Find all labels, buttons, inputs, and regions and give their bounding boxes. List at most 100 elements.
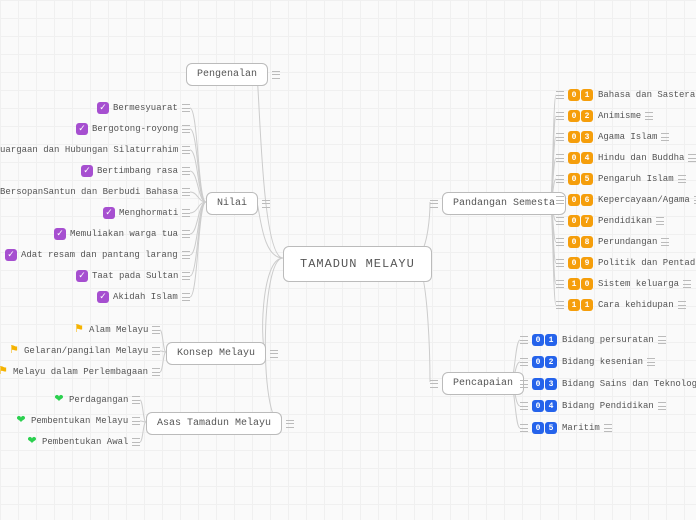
leaf-pandangan[interactable]: 04Hindu dan Buddha bbox=[556, 152, 696, 164]
menu-icon[interactable] bbox=[556, 112, 564, 120]
leaf-nilai[interactable]: ✓Akidah Islam bbox=[97, 291, 190, 303]
menu-icon[interactable] bbox=[182, 209, 190, 217]
menu-icon[interactable] bbox=[430, 200, 438, 208]
leaf-pencapaian[interactable]: 03Bidang Sains dan Teknologi bbox=[520, 378, 696, 390]
menu-icon[interactable] bbox=[182, 188, 190, 196]
menu-icon[interactable] bbox=[556, 91, 564, 99]
number-badge: 07 bbox=[568, 215, 594, 227]
menu-icon[interactable] bbox=[661, 133, 669, 141]
leaf-asas[interactable]: ❤Pembentukan Awal bbox=[26, 436, 140, 448]
leaf-nilai[interactable]: ✓Bermesyuarat bbox=[97, 102, 190, 114]
leaf-konsep[interactable]: ⚑Gelaran/pangilan Melayu bbox=[8, 345, 160, 357]
leaf-pencapaian[interactable]: 02Bidang kesenian bbox=[520, 356, 655, 368]
menu-icon[interactable] bbox=[658, 402, 666, 410]
leaf-pandangan[interactable]: 09Politik dan Pentadbiran bbox=[556, 257, 696, 269]
menu-icon[interactable] bbox=[688, 154, 696, 162]
menu-icon[interactable] bbox=[556, 154, 564, 162]
menu-icon[interactable] bbox=[658, 336, 666, 344]
branch-pengenalan[interactable]: Pengenalan bbox=[186, 63, 280, 86]
leaf-label: Pengaruh Islam bbox=[598, 174, 674, 184]
leaf-pandangan[interactable]: 03Agama Islam bbox=[556, 131, 669, 143]
menu-icon[interactable] bbox=[132, 417, 140, 425]
heart-icon: ❤ bbox=[26, 436, 38, 448]
menu-icon[interactable] bbox=[152, 347, 160, 355]
leaf-label: Menghormati bbox=[119, 208, 178, 218]
menu-icon[interactable] bbox=[556, 217, 564, 225]
menu-icon[interactable] bbox=[262, 200, 270, 208]
menu-icon[interactable] bbox=[678, 175, 686, 183]
menu-icon[interactable] bbox=[556, 259, 564, 267]
leaf-nilai[interactable]: ✓Memuliakan warga tua bbox=[54, 228, 190, 240]
menu-icon[interactable] bbox=[556, 175, 564, 183]
branch-pencapaian[interactable]: Pencapaian bbox=[430, 372, 524, 395]
menu-icon[interactable] bbox=[604, 424, 612, 432]
menu-icon[interactable] bbox=[182, 167, 190, 175]
leaf-pencapaian[interactable]: 01Bidang persuratan bbox=[520, 334, 666, 346]
number-badge: 10 bbox=[568, 278, 594, 290]
branch-pandangan[interactable]: Pandangan Semesta bbox=[430, 192, 566, 215]
leaf-pandangan[interactable]: 01Bahasa dan Sastera bbox=[556, 89, 696, 101]
menu-icon[interactable] bbox=[272, 71, 280, 79]
menu-icon[interactable] bbox=[182, 272, 190, 280]
leaf-pandangan[interactable]: 05 Pengaruh Islam bbox=[556, 173, 686, 185]
menu-icon[interactable] bbox=[182, 293, 190, 301]
leaf-asas[interactable]: ❤Pembentukan Melayu bbox=[15, 415, 140, 427]
menu-icon[interactable] bbox=[430, 380, 438, 388]
menu-icon[interactable] bbox=[132, 438, 140, 446]
leaf-pandangan[interactable]: 06Kepercayaan/Agama bbox=[556, 194, 696, 206]
leaf-nilai[interactable]: ✓Kekeluargaan dan Hubungan Silaturrahim bbox=[0, 144, 190, 156]
leaf-nilai[interactable]: ✓Bertimbang rasa bbox=[81, 165, 190, 177]
leaf-label: Akidah Islam bbox=[113, 292, 178, 302]
leaf-nilai[interactable]: ✓BersopanSantun dan Berbudi Bahasa bbox=[0, 186, 190, 198]
number-badge: 05 bbox=[568, 173, 594, 185]
leaf-konsep[interactable]: ⚑Alam Melayu bbox=[73, 324, 160, 336]
center-node[interactable]: TAMADUN MELAYU bbox=[283, 246, 432, 282]
menu-icon[interactable] bbox=[661, 238, 669, 246]
leaf-pandangan[interactable]: 11Cara kehidupan bbox=[556, 299, 686, 311]
menu-icon[interactable] bbox=[656, 217, 664, 225]
leaf-nilai[interactable]: ✓Menghormati bbox=[103, 207, 190, 219]
menu-icon[interactable] bbox=[520, 380, 528, 388]
menu-icon[interactable] bbox=[132, 396, 140, 404]
leaf-pandangan[interactable]: 10Sistem keluarga bbox=[556, 278, 691, 290]
menu-icon[interactable] bbox=[520, 336, 528, 344]
leaf-label: Bahasa dan Sastera bbox=[598, 90, 695, 100]
menu-icon[interactable] bbox=[152, 368, 160, 376]
menu-icon[interactable] bbox=[520, 424, 528, 432]
branch-nilai[interactable]: Nilai bbox=[206, 192, 270, 215]
leaf-label: Memuliakan warga tua bbox=[70, 229, 178, 239]
leaf-pencapaian[interactable]: 04Bidang Pendidikan bbox=[520, 400, 666, 412]
menu-icon[interactable] bbox=[182, 230, 190, 238]
menu-icon[interactable] bbox=[182, 125, 190, 133]
menu-icon[interactable] bbox=[683, 280, 691, 288]
menu-icon[interactable] bbox=[182, 251, 190, 259]
menu-icon[interactable] bbox=[556, 301, 564, 309]
check-icon: ✓ bbox=[76, 270, 88, 282]
menu-icon[interactable] bbox=[556, 196, 564, 204]
number-badge: 01 bbox=[532, 334, 558, 346]
menu-icon[interactable] bbox=[152, 326, 160, 334]
menu-icon[interactable] bbox=[647, 358, 655, 366]
branch-asas[interactable]: Asas Tamadun Melayu bbox=[146, 412, 294, 435]
menu-icon[interactable] bbox=[520, 402, 528, 410]
menu-icon[interactable] bbox=[286, 420, 294, 428]
menu-icon[interactable] bbox=[520, 358, 528, 366]
leaf-pencapaian[interactable]: 05Maritim bbox=[520, 422, 612, 434]
menu-icon[interactable] bbox=[270, 350, 278, 358]
menu-icon[interactable] bbox=[556, 133, 564, 141]
leaf-nilai[interactable]: ✓Adat resam dan pantang larang bbox=[5, 249, 190, 261]
branch-konsep[interactable]: Konsep Melayu bbox=[166, 342, 278, 365]
leaf-konsep[interactable]: ⚑Melayu dalam Perlembagaan bbox=[0, 366, 160, 378]
menu-icon[interactable] bbox=[556, 238, 564, 246]
leaf-pandangan[interactable]: 02Animisme bbox=[556, 110, 653, 122]
menu-icon[interactable] bbox=[182, 104, 190, 112]
menu-icon[interactable] bbox=[645, 112, 653, 120]
menu-icon[interactable] bbox=[556, 280, 564, 288]
leaf-pandangan[interactable]: 08Perundangan bbox=[556, 236, 669, 248]
menu-icon[interactable] bbox=[182, 146, 190, 154]
leaf-asas[interactable]: ❤Perdagangan bbox=[53, 394, 140, 406]
leaf-nilai[interactable]: ✓Bergotong-royong bbox=[76, 123, 190, 135]
leaf-nilai[interactable]: ✓Taat pada Sultan bbox=[76, 270, 190, 282]
leaf-pandangan[interactable]: 07Pendidikan bbox=[556, 215, 664, 227]
menu-icon[interactable] bbox=[678, 301, 686, 309]
